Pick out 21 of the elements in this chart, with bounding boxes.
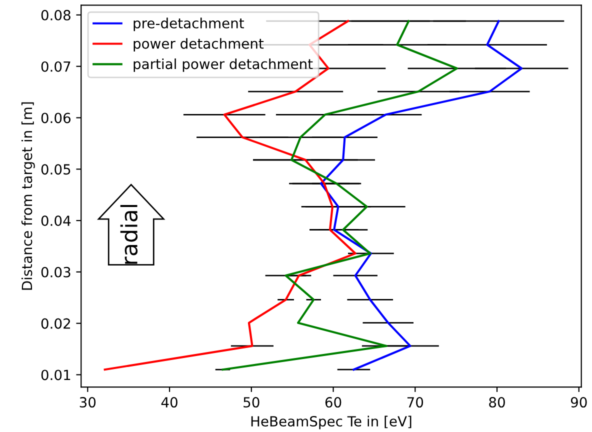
- x-tick-label: 40: [161, 397, 178, 408]
- y-tick-label: 0.02: [41, 318, 70, 329]
- y-tick-label: 0.08: [41, 10, 70, 20]
- y-axis-title: Distance from target in [m]: [21, 102, 35, 290]
- legend-label: power detachment: [134, 38, 264, 52]
- y-tick-label: 0.01: [41, 370, 70, 380]
- x-tick-label: 70: [407, 397, 424, 408]
- x-tick-label: 60: [325, 397, 342, 408]
- x-axis-title: HeBeamSpec Te in [eV]: [251, 416, 412, 430]
- x-tick-label: 30: [80, 397, 96, 408]
- x-tick-label: 80: [489, 397, 505, 408]
- y-tick-label: 0.05: [41, 164, 70, 175]
- legend-label: partial power detachment: [134, 58, 313, 72]
- x-tick-label: 50: [244, 397, 260, 408]
- y-tick-label: 0.04: [41, 216, 71, 226]
- y-tick-label: 0.03: [41, 266, 70, 278]
- legend-label: pre-detachment: [134, 18, 244, 32]
- y-tick-label: 0.07: [41, 61, 70, 72]
- annotation: radial: [120, 204, 138, 264]
- x-tick-label: 90: [570, 397, 587, 408]
- y-tick-label: 0.06: [41, 112, 71, 124]
